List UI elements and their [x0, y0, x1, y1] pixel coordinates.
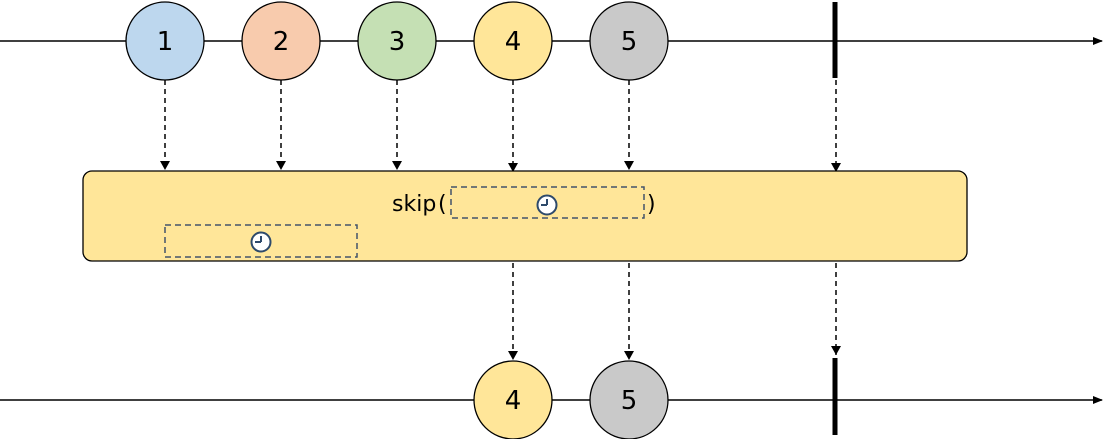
operator-box: skip ( ) — [82, 170, 968, 262]
argument-placeholder — [450, 186, 645, 219]
output-marble-label: 4 — [505, 386, 522, 416]
input-marble-1: 1 — [125, 1, 205, 81]
input-marble-label: 3 — [389, 27, 406, 57]
input-marbles: 1 2 3 4 5 — [125, 1, 669, 81]
operator-close-paren: ) — [647, 192, 656, 217]
skip-window-placeholder — [164, 224, 358, 258]
output-marble-4: 4 — [473, 360, 553, 439]
input-marble-5: 5 — [589, 1, 669, 81]
operator-name: skip — [392, 192, 436, 217]
input-marble-2: 2 — [241, 1, 321, 81]
input-connectors — [160, 80, 841, 172]
input-marble-3: 3 — [357, 1, 437, 81]
output-marble-5: 5 — [589, 360, 669, 439]
input-marble-label: 5 — [621, 27, 638, 57]
output-marble-label: 5 — [621, 386, 638, 416]
input-marble-4: 4 — [473, 1, 553, 81]
output-connectors — [508, 263, 841, 360]
clock-icon — [536, 194, 558, 216]
input-marble-label: 1 — [157, 27, 174, 57]
operator-open-paren: ( — [438, 192, 447, 217]
clock-icon — [250, 231, 272, 253]
input-marble-label: 2 — [273, 27, 290, 57]
input-marble-label: 4 — [505, 27, 522, 57]
output-marbles: 4 5 — [473, 360, 669, 439]
